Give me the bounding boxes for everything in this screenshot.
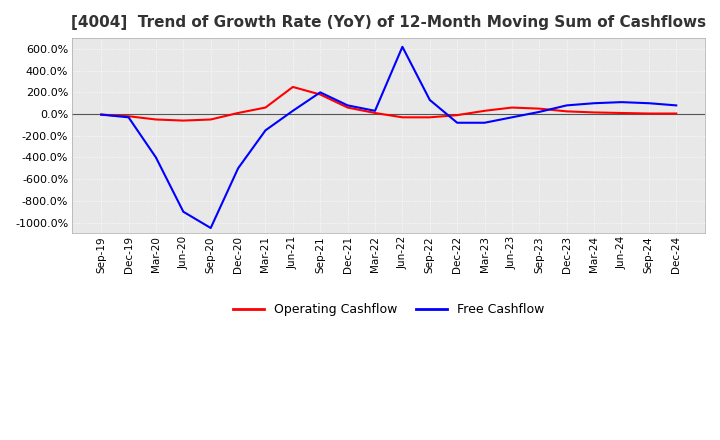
Title: [4004]  Trend of Growth Rate (YoY) of 12-Month Moving Sum of Cashflows: [4004] Trend of Growth Rate (YoY) of 12-…	[71, 15, 706, 30]
Legend: Operating Cashflow, Free Cashflow: Operating Cashflow, Free Cashflow	[228, 298, 549, 321]
